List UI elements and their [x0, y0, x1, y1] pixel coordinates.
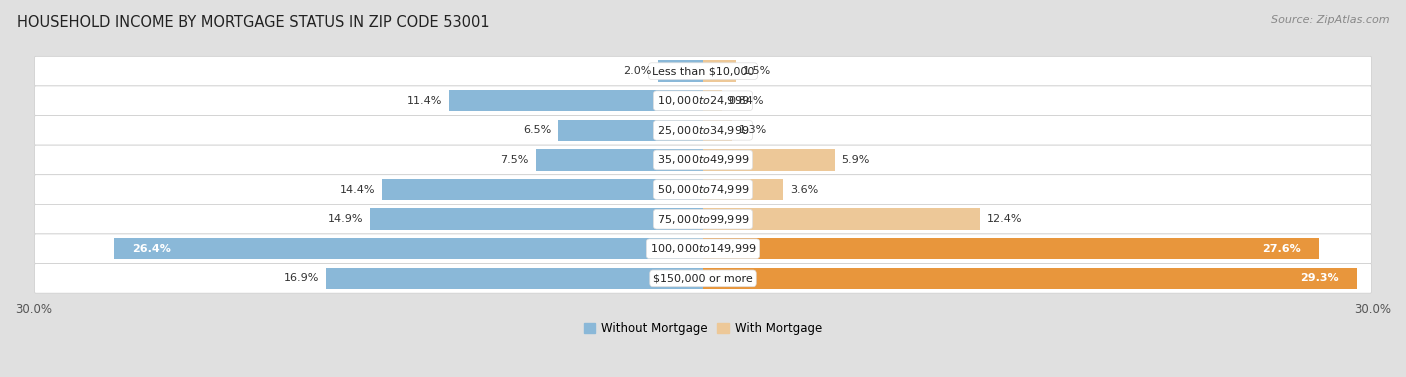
Text: HOUSEHOLD INCOME BY MORTGAGE STATUS IN ZIP CODE 53001: HOUSEHOLD INCOME BY MORTGAGE STATUS IN Z…	[17, 15, 489, 30]
Text: 27.6%: 27.6%	[1263, 244, 1301, 254]
Text: 14.4%: 14.4%	[339, 185, 375, 195]
Bar	[449, 90, 703, 111]
Bar	[703, 149, 835, 171]
Bar	[703, 179, 783, 200]
Bar	[703, 90, 721, 111]
Text: 16.9%: 16.9%	[284, 273, 319, 284]
Text: 1.5%: 1.5%	[744, 66, 772, 76]
Text: 29.3%: 29.3%	[1301, 273, 1339, 284]
Text: $35,000 to $49,999: $35,000 to $49,999	[657, 153, 749, 167]
Bar	[703, 268, 1357, 289]
FancyBboxPatch shape	[35, 115, 1371, 145]
FancyBboxPatch shape	[35, 264, 1371, 293]
Text: $150,000 or more: $150,000 or more	[654, 273, 752, 284]
Text: 26.4%: 26.4%	[132, 244, 170, 254]
Bar	[558, 120, 703, 141]
Text: 11.4%: 11.4%	[406, 96, 441, 106]
Text: $25,000 to $34,999: $25,000 to $34,999	[657, 124, 749, 137]
Text: 6.5%: 6.5%	[523, 125, 551, 135]
Text: Less than $10,000: Less than $10,000	[652, 66, 754, 76]
Text: 14.9%: 14.9%	[328, 214, 364, 224]
FancyBboxPatch shape	[35, 86, 1371, 115]
Text: 7.5%: 7.5%	[501, 155, 529, 165]
Text: $75,000 to $99,999: $75,000 to $99,999	[657, 213, 749, 226]
Text: 12.4%: 12.4%	[987, 214, 1022, 224]
Text: 3.6%: 3.6%	[790, 185, 818, 195]
FancyBboxPatch shape	[35, 234, 1371, 264]
Text: 2.0%: 2.0%	[623, 66, 651, 76]
Bar	[703, 120, 733, 141]
FancyBboxPatch shape	[35, 145, 1371, 175]
Text: $10,000 to $24,999: $10,000 to $24,999	[657, 94, 749, 107]
FancyBboxPatch shape	[35, 204, 1371, 234]
Legend: Without Mortgage, With Mortgage: Without Mortgage, With Mortgage	[579, 317, 827, 340]
Bar	[703, 238, 1319, 259]
Bar	[703, 208, 980, 230]
FancyBboxPatch shape	[35, 56, 1371, 86]
Bar	[326, 268, 703, 289]
Bar	[703, 60, 737, 82]
Bar	[114, 238, 703, 259]
Bar	[371, 208, 703, 230]
Text: Source: ZipAtlas.com: Source: ZipAtlas.com	[1271, 15, 1389, 25]
Text: 5.9%: 5.9%	[841, 155, 870, 165]
Text: 0.84%: 0.84%	[728, 96, 763, 106]
Bar	[658, 60, 703, 82]
Text: 1.3%: 1.3%	[738, 125, 766, 135]
Text: $50,000 to $74,999: $50,000 to $74,999	[657, 183, 749, 196]
Bar	[381, 179, 703, 200]
Text: $100,000 to $149,999: $100,000 to $149,999	[650, 242, 756, 255]
FancyBboxPatch shape	[35, 175, 1371, 204]
Bar	[536, 149, 703, 171]
